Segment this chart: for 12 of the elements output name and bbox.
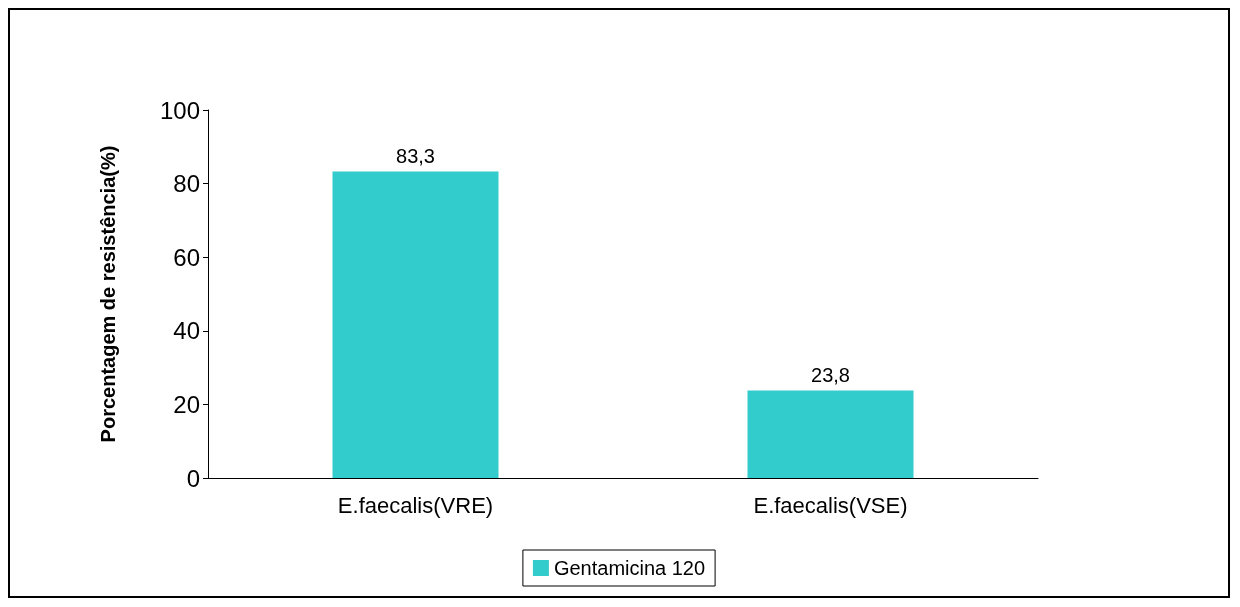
y-tick-label: 80 xyxy=(173,170,200,198)
x-tick-label: E.faecalis(VRE) xyxy=(337,492,494,518)
y-tick-label: 0 xyxy=(186,464,200,492)
y-tick-label: 40 xyxy=(173,317,200,345)
y-tick-label: 100 xyxy=(159,96,200,124)
data-label: 23,8 xyxy=(811,364,850,387)
legend-label: Gentamicina 120 xyxy=(553,557,706,579)
x-tick-label: E.faecalis(VSE) xyxy=(753,492,908,518)
y-axis-title: Porcentagem de resistência(%) xyxy=(97,145,119,443)
y-tick-label: 60 xyxy=(173,243,200,271)
y-tick-label: 20 xyxy=(173,390,200,418)
data-label: 83,3 xyxy=(396,145,435,168)
